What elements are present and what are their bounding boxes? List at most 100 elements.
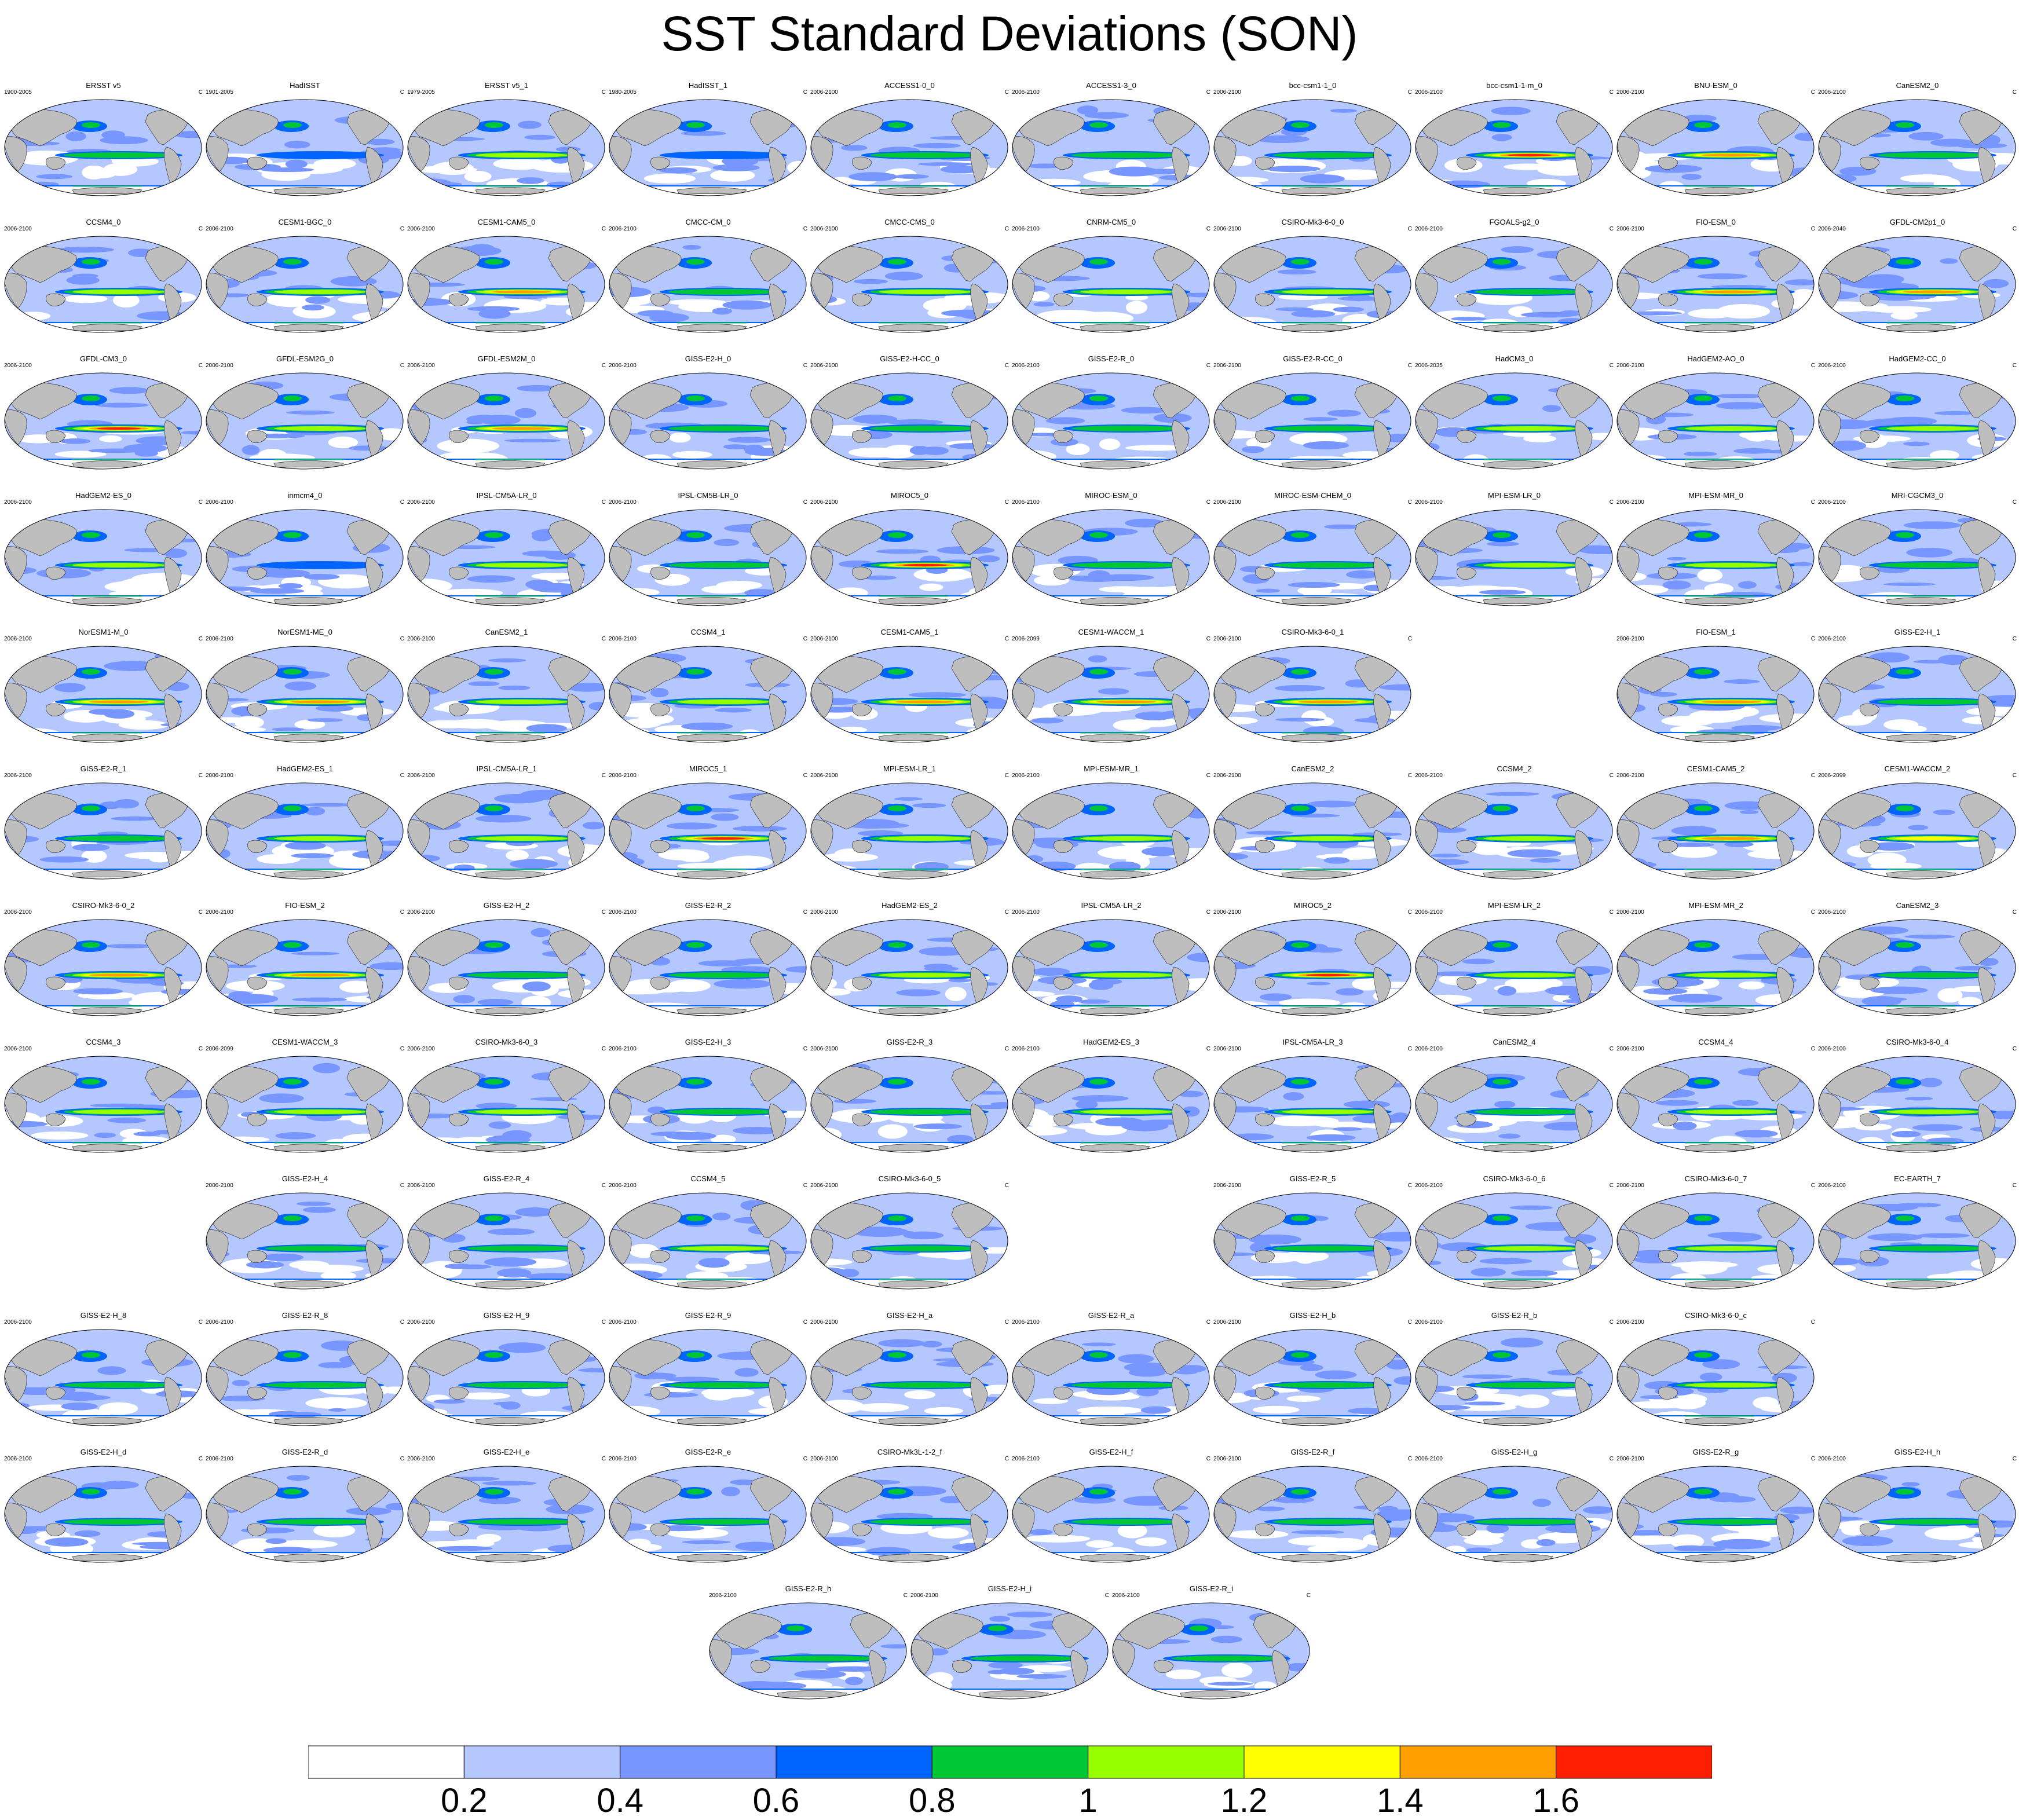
low-variance-patch: [1215, 177, 1269, 184]
enso-tongue-level-4: [1071, 562, 1182, 568]
moderate-variance-patch: [1378, 1506, 1399, 1514]
panel-title: CESM1-BGC_0: [278, 218, 332, 226]
low-variance-patch: [701, 585, 750, 594]
landmass: [1393, 519, 1411, 530]
map-outline: [407, 236, 605, 333]
sst-map: [206, 1329, 404, 1426]
low-variance-patch: [464, 170, 492, 182]
landmass: [1419, 246, 1488, 283]
landmass: [1217, 929, 1286, 966]
moderate-variance-patch: [1956, 142, 2007, 149]
map-outline: [1818, 1056, 2016, 1153]
panel-period: 2006-2100: [910, 1592, 938, 1599]
landmass: [5, 273, 27, 309]
moderate-variance-patch: [73, 988, 123, 995]
southern-ocean-front-core: [476, 869, 545, 870]
sst-map: [609, 1192, 807, 1290]
moderate-variance-patch: [715, 708, 752, 713]
moderate-variance-patch: [1883, 583, 1936, 587]
southern-ocean-front: [228, 185, 378, 186]
moderate-variance-patch: [1917, 1233, 1970, 1239]
map-panel: MIROC-ESM_0 2006-2100 C: [1011, 491, 1212, 607]
panel-period: 2006-2100: [1818, 499, 1846, 506]
landmass: [789, 109, 806, 120]
enso-tongue-level-4: [64, 152, 174, 158]
moderate-variance-patch: [164, 548, 188, 558]
landmass: [1393, 1202, 1411, 1213]
panel-title: EC-EARTH_7: [1894, 1174, 1941, 1183]
moderate-variance-patch: [1697, 273, 1748, 280]
panel-period: 2006-2100: [810, 1182, 838, 1189]
southern-ocean-front-core: [274, 323, 343, 324]
moderate-variance-patch: [250, 588, 305, 594]
map-panel: MPI-ESM-LR_2 2006-2100 C: [1414, 901, 1615, 1017]
moderate-variance-patch: [307, 718, 343, 722]
moderate-variance-patch: [1348, 1407, 1398, 1415]
moderate-variance-patch: [1901, 1482, 1920, 1487]
panel-title: GISS-E2-H_e: [483, 1448, 530, 1456]
sst-map: [1012, 236, 1210, 333]
panel-period: 2006-2100: [1415, 1046, 1443, 1052]
low-variance-patch: [1890, 311, 1918, 320]
sst-map: [1818, 99, 2016, 196]
map-panel: GISS-E2-H_g 2006-2100 C: [1414, 1448, 1615, 1563]
moderate-variance-patch: [303, 1206, 336, 1213]
enso-tongue-level-4: [1273, 1246, 1383, 1251]
panel-period: 2006-2100: [407, 1456, 435, 1462]
landmass: [408, 956, 430, 992]
southern-ocean-front: [631, 1552, 781, 1553]
moderate-variance-patch: [1023, 855, 1044, 863]
sst-map: [910, 1602, 1109, 1700]
north-pacific-core: [1291, 396, 1310, 401]
map-panel: GISS-E2-H_e 2006-2100 C: [406, 1448, 607, 1563]
moderate-variance-patch: [39, 856, 89, 863]
moderate-variance-patch: [913, 142, 961, 149]
enso-tongue-level-4: [467, 1246, 577, 1251]
ocean-field: [1012, 1056, 1209, 1152]
landmass: [1054, 840, 1074, 853]
map-panel: MPI-ESM-LR_0 2006-2100 C: [1414, 491, 1615, 607]
moderate-variance-patch: [587, 931, 605, 940]
southern-ocean-front-core: [1080, 1006, 1150, 1007]
panel-title: IPSL-CM5A-LR_0: [476, 491, 537, 500]
landmass: [1998, 929, 2016, 940]
moderate-variance-patch: [1046, 417, 1085, 424]
moderate-variance-patch: [1491, 107, 1531, 115]
landmass: [411, 1202, 480, 1240]
moderate-variance-patch: [453, 865, 475, 871]
moderate-variance-patch: [940, 165, 983, 174]
panel-unit: C: [2012, 1182, 2017, 1189]
landmass: [1016, 656, 1085, 693]
landmass: [1214, 136, 1237, 172]
moderate-variance-patch: [291, 853, 334, 859]
southern-ocean-front: [932, 1689, 1083, 1690]
panel-unit: C: [1810, 362, 1815, 369]
map-panel: CESM1-WACCM_1 2006-2099 C: [1011, 628, 1212, 744]
north-pacific-core: [686, 1352, 705, 1358]
moderate-variance-patch: [262, 1253, 304, 1262]
panel-period: 2006-2100: [1818, 1046, 1846, 1052]
landmass: [1192, 656, 1209, 667]
low-variance-patch: [830, 177, 854, 186]
low-variance-patch: [1385, 1547, 1408, 1561]
ocean-field: [811, 783, 1008, 879]
landmass: [789, 1339, 806, 1350]
low-variance-patch: [927, 1672, 953, 1685]
panel-unit: C: [400, 362, 404, 369]
sst-map: [810, 1056, 1008, 1153]
moderate-variance-patch: [782, 1544, 806, 1550]
north-pacific-core: [1291, 1079, 1310, 1085]
panel-title: GISS-E2-R_9: [685, 1311, 731, 1320]
panel-title: GISS-E2-R_g: [1692, 1448, 1739, 1456]
landmass: [1621, 929, 1689, 966]
panel-period: 2006-2100: [1213, 636, 1241, 642]
moderate-variance-patch: [1819, 722, 1835, 728]
panel-period: 2006-2100: [206, 772, 233, 779]
landmass: [5, 546, 27, 582]
landmass: [206, 136, 229, 172]
landmass: [5, 1093, 27, 1129]
moderate-variance-patch: [1288, 581, 1340, 588]
moderate-variance-patch: [1934, 411, 1976, 415]
moderate-variance-patch: [1056, 995, 1083, 1003]
sst-map: [1012, 372, 1210, 470]
